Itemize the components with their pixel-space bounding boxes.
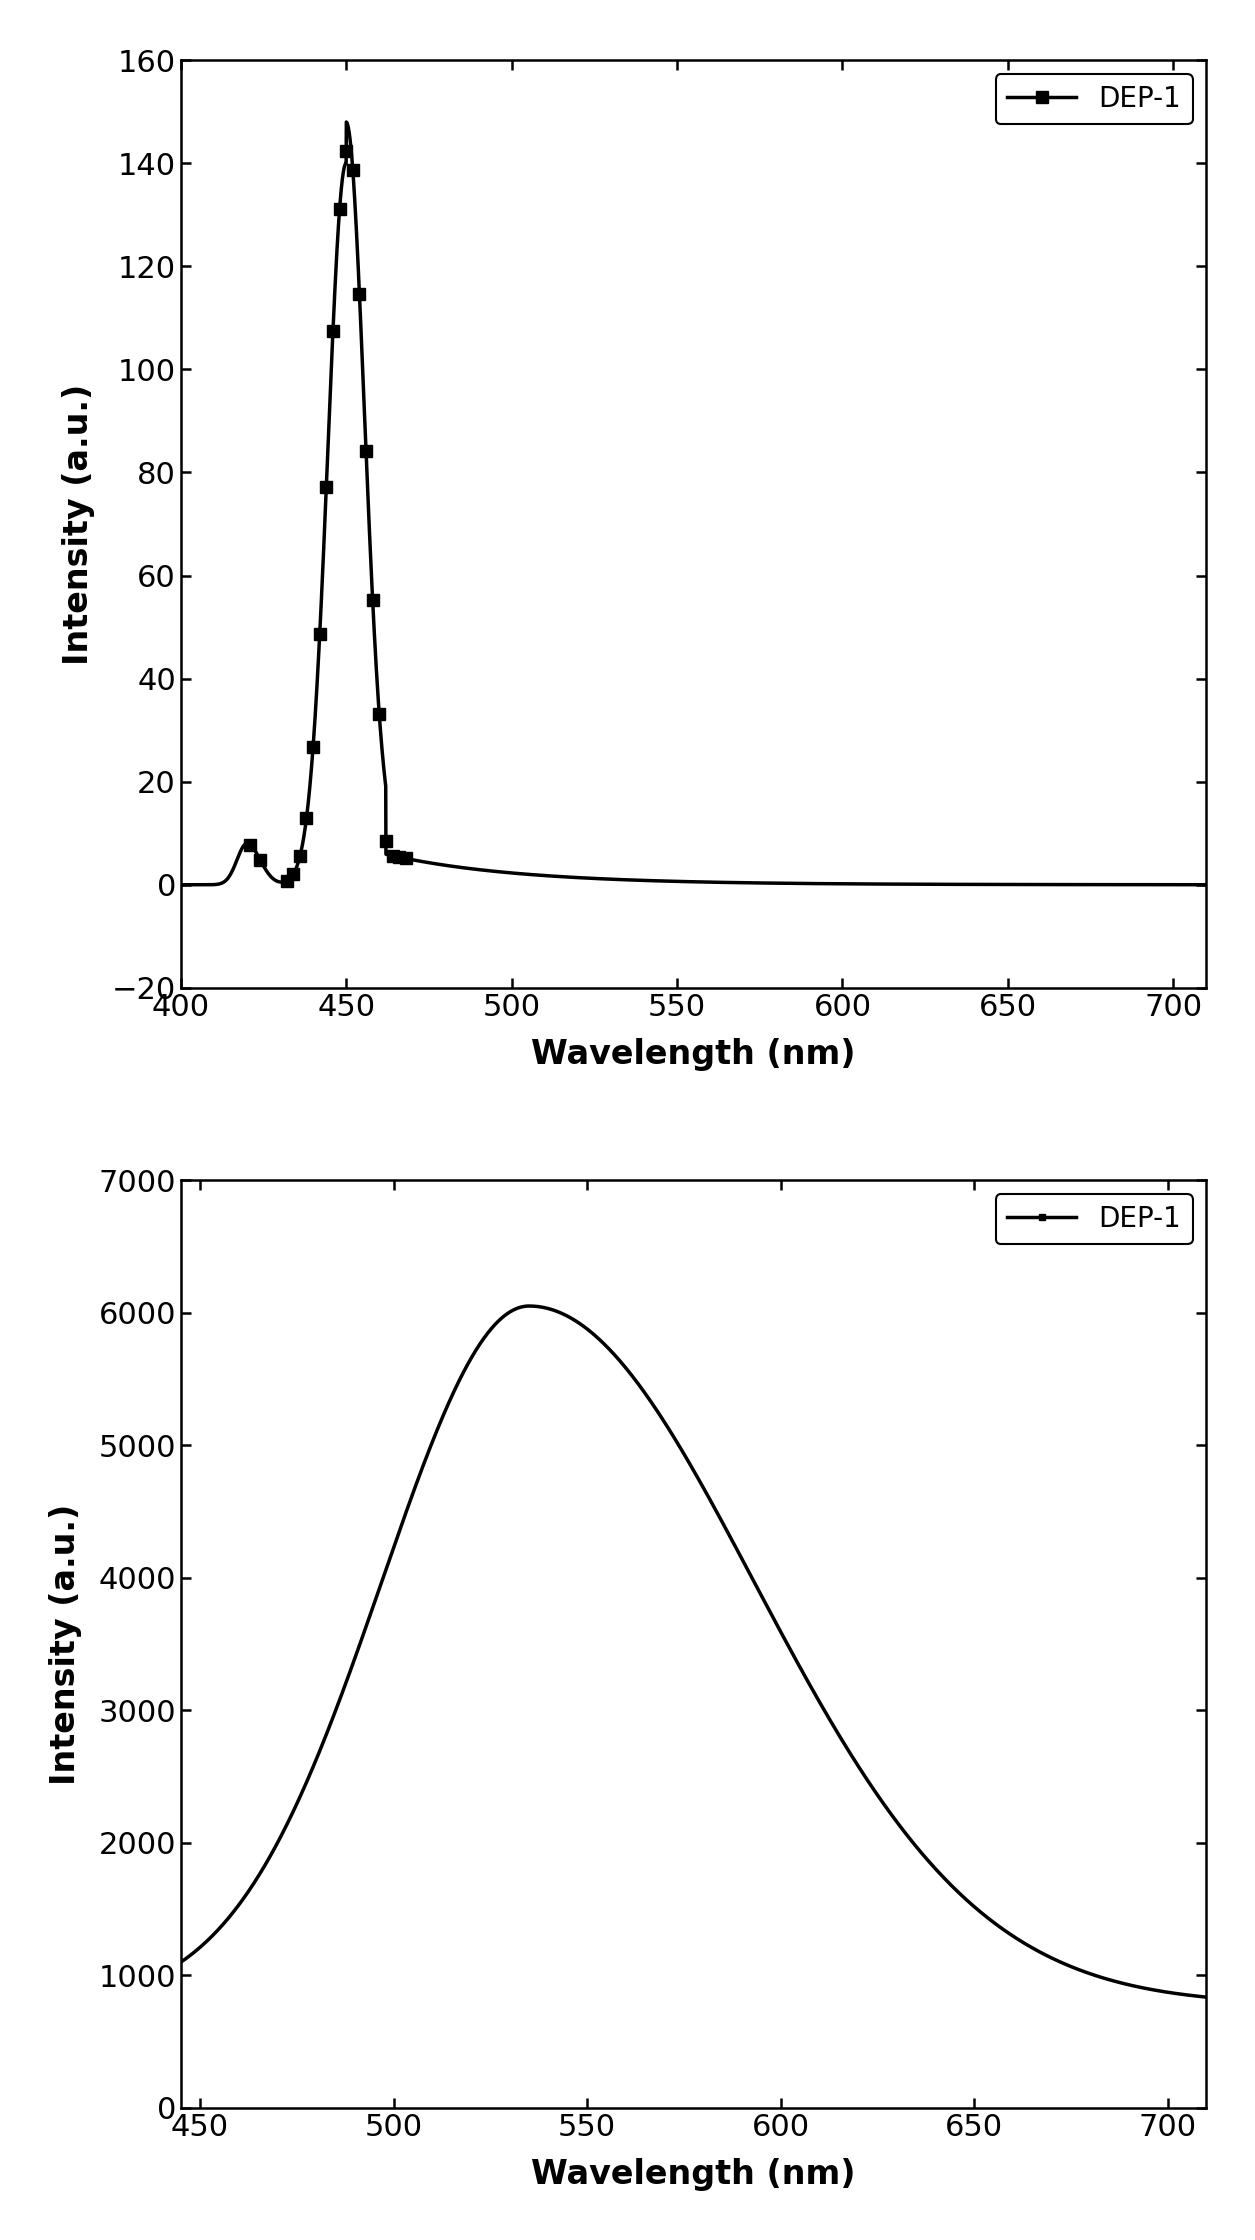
Legend: DEP-1: DEP-1 <box>996 1194 1192 1243</box>
X-axis label: Wavelength (nm): Wavelength (nm) <box>531 1039 856 1071</box>
Legend: DEP-1: DEP-1 <box>996 74 1192 123</box>
X-axis label: Wavelength (nm): Wavelength (nm) <box>531 2159 856 2191</box>
Y-axis label: Intensity (a.u.): Intensity (a.u.) <box>61 383 95 665</box>
Y-axis label: Intensity (a.u.): Intensity (a.u.) <box>49 1503 82 1785</box>
